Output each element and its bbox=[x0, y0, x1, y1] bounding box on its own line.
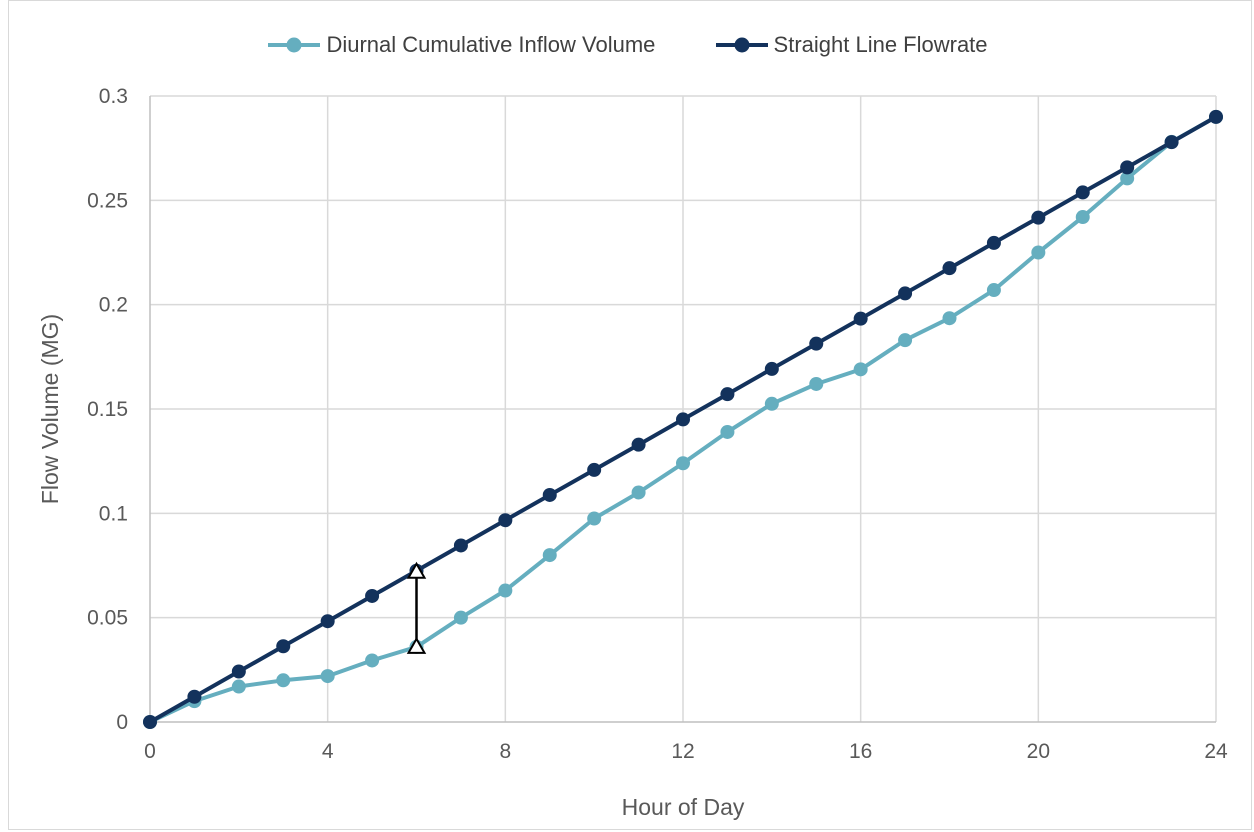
data-point bbox=[1164, 135, 1179, 150]
data-point bbox=[320, 614, 335, 629]
data-point bbox=[1075, 185, 1090, 200]
data-point bbox=[764, 396, 779, 411]
gridlines bbox=[150, 95, 1217, 722]
data-point bbox=[1031, 210, 1046, 225]
data-point bbox=[1031, 245, 1046, 260]
data-point bbox=[986, 235, 1001, 250]
data-point bbox=[453, 610, 468, 625]
data-point bbox=[143, 715, 157, 729]
legend-label-diurnal: Diurnal Cumulative Inflow Volume bbox=[326, 31, 656, 57]
data-point bbox=[853, 311, 868, 326]
legend-item-diurnal: Diurnal Cumulative Inflow Volume bbox=[266, 31, 655, 58]
x-tick-labels: 0 4 8 12 16 20 24 bbox=[144, 740, 1228, 763]
data-point bbox=[276, 639, 291, 654]
x-tick-label: 20 bbox=[1027, 740, 1050, 763]
y-tick-label: 0.2 bbox=[99, 294, 128, 317]
annotation-layer bbox=[406, 561, 427, 654]
legend-swatch-diurnal-icon bbox=[268, 37, 321, 53]
data-point bbox=[942, 261, 957, 276]
legend-swatch-straight-line-icon bbox=[715, 37, 768, 53]
data-point bbox=[365, 588, 380, 603]
axes bbox=[149, 96, 1216, 723]
legend-item-straight-line: Straight Line Flowrate bbox=[714, 31, 988, 58]
data-point bbox=[1120, 171, 1135, 186]
data-point bbox=[764, 361, 779, 376]
y-tick-label: 0.15 bbox=[87, 398, 128, 421]
series-straight-line bbox=[143, 109, 1223, 729]
data-point bbox=[587, 462, 602, 477]
data-point bbox=[587, 511, 602, 526]
data-point bbox=[542, 487, 557, 502]
annotation-arrow-head-up bbox=[406, 561, 427, 579]
data-point bbox=[187, 689, 202, 704]
data-point bbox=[1120, 160, 1135, 175]
y-tick-label: 0.25 bbox=[87, 189, 128, 212]
y-tick-labels: 0 0.05 0.1 0.15 0.2 0.25 0.3 bbox=[87, 85, 128, 734]
y-tick-label: 0.1 bbox=[99, 502, 128, 525]
data-point bbox=[276, 673, 291, 688]
chart-frame bbox=[8, 0, 1252, 830]
x-axis-title: Hour of Day bbox=[622, 794, 745, 820]
data-point bbox=[231, 679, 246, 694]
legend-marker-straight-line bbox=[734, 37, 750, 53]
data-point bbox=[631, 437, 646, 452]
data-point bbox=[320, 669, 335, 684]
x-tick-label: 24 bbox=[1204, 740, 1228, 763]
data-point bbox=[1075, 210, 1090, 225]
data-point bbox=[942, 311, 957, 326]
data-point bbox=[231, 664, 246, 679]
data-point bbox=[542, 548, 557, 563]
x-tick-label: 0 bbox=[144, 740, 156, 763]
y-axis-title: Flow Volume (MG) bbox=[37, 314, 63, 504]
data-point bbox=[809, 336, 824, 351]
data-point bbox=[1209, 109, 1223, 124]
y-tick-label: 0.05 bbox=[87, 607, 128, 630]
x-tick-label: 12 bbox=[671, 740, 694, 763]
data-point bbox=[453, 538, 468, 553]
data-point bbox=[809, 376, 824, 391]
data-point bbox=[898, 286, 913, 301]
data-point bbox=[498, 583, 513, 598]
legend-marker-diurnal bbox=[286, 37, 302, 53]
x-tick-label: 8 bbox=[499, 740, 511, 763]
data-point bbox=[720, 424, 735, 439]
data-point bbox=[676, 412, 690, 427]
y-tick-label: 0 bbox=[116, 711, 128, 734]
data-point bbox=[853, 362, 868, 377]
x-tick-label: 16 bbox=[849, 740, 872, 763]
legend: Diurnal Cumulative Inflow Volume Straigh… bbox=[0, 30, 1254, 58]
data-point bbox=[631, 485, 646, 500]
annotation-arrow-head-base bbox=[406, 636, 427, 654]
data-point bbox=[986, 283, 1001, 298]
x-tick-label: 4 bbox=[322, 740, 334, 763]
legend-label-straight-line: Straight Line Flowrate bbox=[773, 31, 988, 57]
data-point bbox=[676, 456, 690, 471]
y-tick-label: 0.3 bbox=[99, 85, 128, 108]
data-point bbox=[365, 653, 380, 668]
data-point bbox=[720, 387, 735, 402]
data-point bbox=[898, 333, 913, 348]
data-point bbox=[498, 513, 513, 528]
